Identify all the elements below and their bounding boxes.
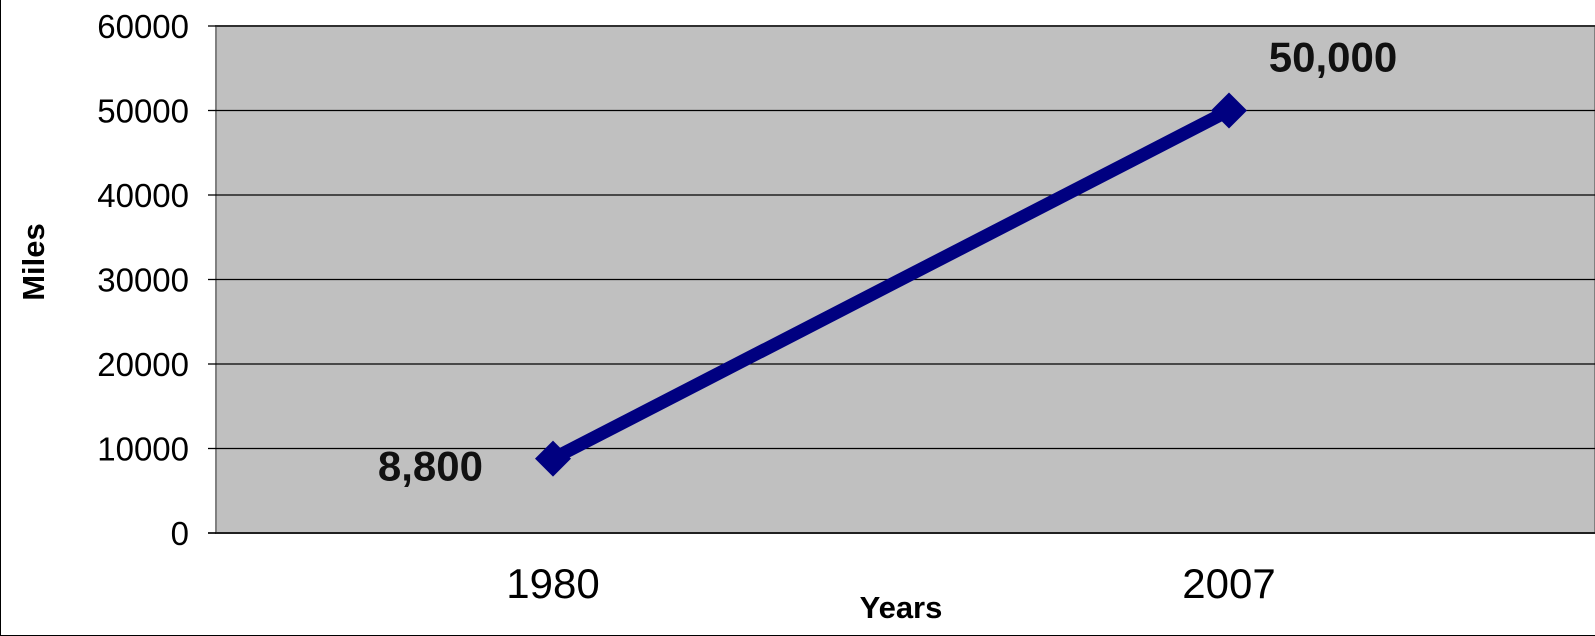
y-tick-label: 40000: [97, 177, 189, 214]
data-point-marker: [535, 440, 571, 477]
series-line: [550, 104, 1232, 465]
gridlines: [208, 25, 1595, 534]
x-tick-label: 1980: [506, 560, 599, 607]
y-axis-title: Miles: [16, 223, 51, 301]
y-tick-label: 0: [171, 515, 189, 552]
data-label: 50,000: [1269, 34, 1397, 81]
y-tick-label: 20000: [97, 346, 189, 383]
x-axis-ticks: 1980 2007: [506, 560, 1275, 607]
data-label: 8,800: [378, 443, 483, 490]
y-tick-label: 10000: [97, 431, 189, 468]
y-tick-label: 30000: [97, 262, 189, 299]
y-axis-ticks: 0 10000 20000 30000 40000 50000 60000: [97, 8, 216, 552]
x-tick-label: 2007: [1182, 560, 1275, 607]
y-tick-label: 60000: [97, 8, 189, 45]
data-point-marker: [1211, 92, 1247, 129]
x-axis-title: Years: [860, 590, 943, 625]
series-group: [535, 92, 1247, 477]
y-tick-label: 50000: [97, 93, 189, 130]
data-labels: 8,800 50,000: [378, 34, 1397, 490]
